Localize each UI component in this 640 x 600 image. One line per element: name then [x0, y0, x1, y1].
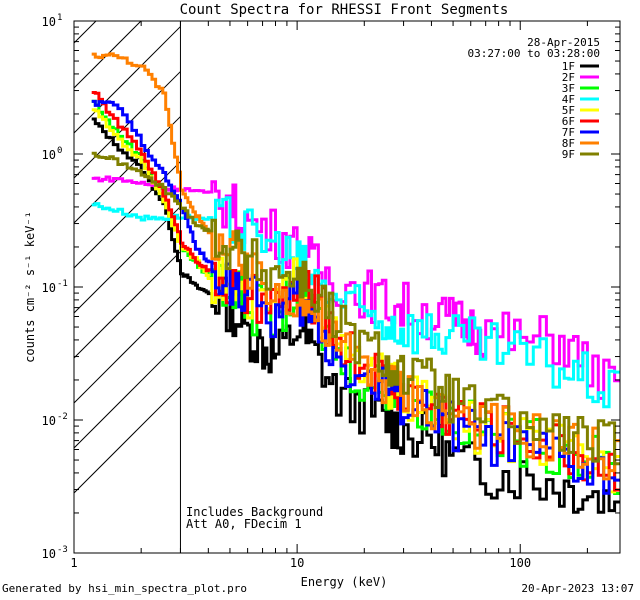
chart-title: Count Spectra for RHESSI Front Segments [180, 2, 509, 18]
y-tick-label: 10 [42, 414, 56, 428]
y-tick-label: 10 [42, 15, 56, 29]
annotation-background: Includes Background [186, 505, 323, 519]
y-tick-exponent: 0 [57, 146, 62, 156]
hatch-line [74, 21, 142, 89]
y-tick-exponent: -3 [57, 545, 68, 555]
y-tick-label: 10 [42, 148, 56, 162]
time-range-label: 03:27:00 to 03:28:00 [468, 47, 600, 60]
legend-label-1F: 1F [562, 60, 575, 73]
y-tick-exponent: 1 [57, 13, 62, 23]
hatch-line [74, 21, 97, 44]
y-axis-label: counts cm⁻² s⁻¹ keV⁻¹ [23, 211, 37, 363]
generated-by-text: Generated by hsi_min_spectra_plot.pro [2, 582, 248, 595]
x-tick-label: 100 [509, 556, 531, 570]
hatch-line [74, 341, 181, 449]
series-line-9F [91, 151, 620, 466]
hatch-line [74, 296, 181, 404]
hatch-line [74, 386, 181, 494]
timestamp-text: 20-Apr-2023 13:07 [521, 582, 634, 595]
legend-label-2F: 2F [562, 71, 575, 84]
legend-label-7F: 7F [562, 126, 575, 139]
y-tick-label: 10 [42, 547, 56, 561]
y-tick-exponent: -2 [57, 412, 68, 422]
y-tick-label: 10 [42, 281, 56, 295]
hatch-line [74, 251, 181, 359]
hatch-line [74, 206, 181, 314]
series-line-6F [91, 91, 620, 492]
legend-label-5F: 5F [562, 104, 575, 117]
legend-label-3F: 3F [562, 82, 575, 95]
annotation-attenuator: Att A0, FDecim 1 [186, 517, 302, 531]
x-axis-label: Energy (keV) [301, 575, 388, 589]
hatched-region [74, 21, 181, 494]
date-label: 28-Apr-2015 [527, 36, 600, 49]
series-line-1F [91, 117, 620, 514]
series-line-8F [91, 52, 620, 481]
y-tick-exponent: -1 [57, 279, 68, 289]
legend-label-6F: 6F [562, 115, 575, 128]
legend-label-4F: 4F [562, 93, 575, 106]
x-tick-label: 10 [290, 556, 304, 570]
legend-label-8F: 8F [562, 137, 575, 150]
legend-label-9F: 9F [562, 148, 575, 161]
series-lines [91, 52, 620, 514]
hatch-line [74, 71, 181, 179]
x-tick-label: 1 [70, 556, 77, 570]
hatch-line [74, 26, 181, 134]
